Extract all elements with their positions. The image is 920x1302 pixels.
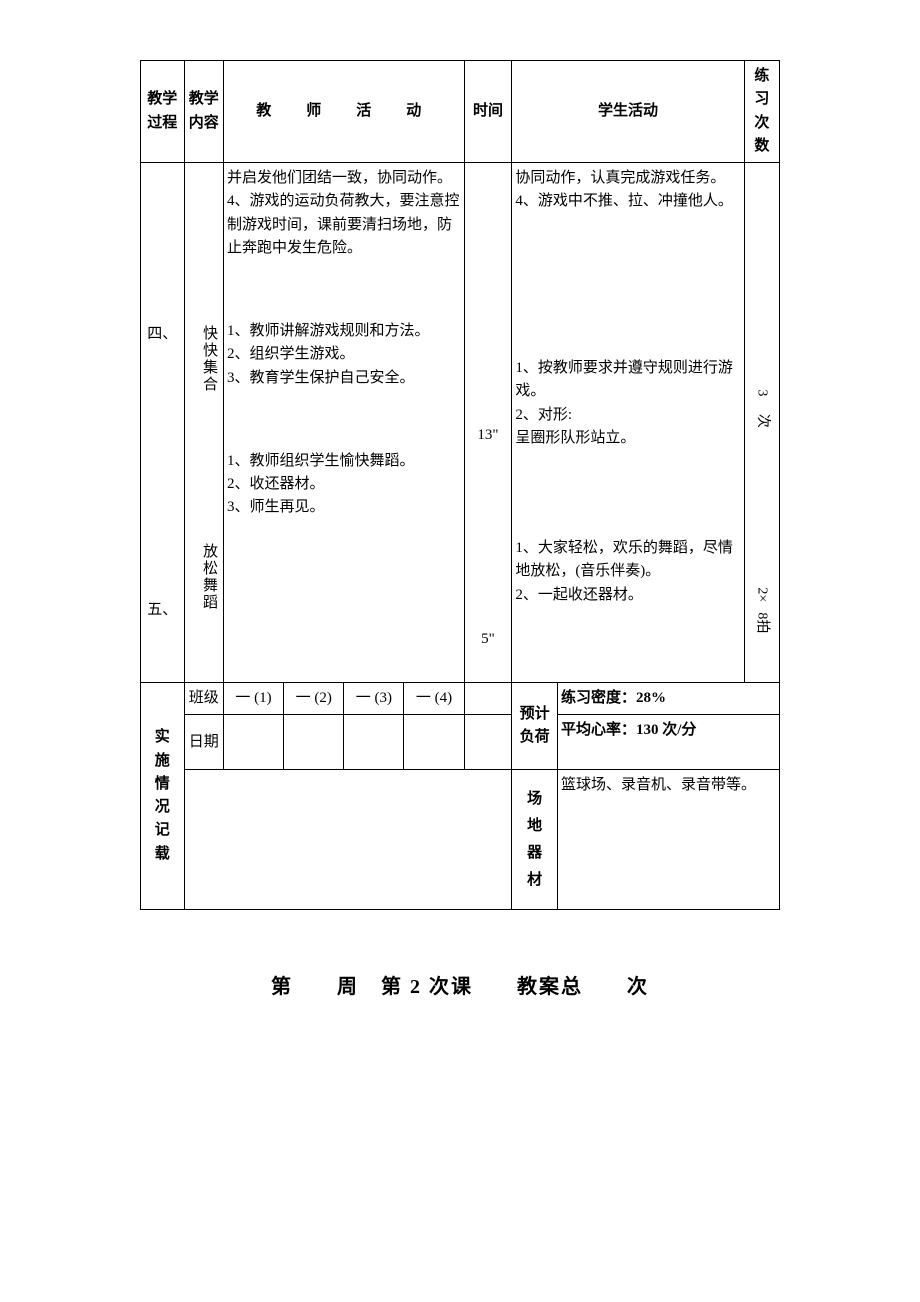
hdr-student: 学生活动 xyxy=(512,61,744,163)
impl-label: 实 施 情 况 记 载 xyxy=(141,683,185,910)
impl-row-1: 实 施 情 况 记 载 班级 一 (1) 一 (2) 一 (3) 一 (4) 预… xyxy=(141,683,780,715)
hdr-process: 教学 过程 xyxy=(141,61,185,163)
hdr-teacher: 教 师 活 动 xyxy=(223,61,464,163)
practice-b: 2× xyxy=(751,587,773,602)
empty-2 xyxy=(464,715,512,770)
lesson-plan-table: 教学 过程 教学 内容 教 师 活 动 时间 学生活动 练习 次数 四、 五、 … xyxy=(140,60,780,910)
time-cell: 13" 5" xyxy=(464,163,512,683)
practice-a-unit: 次 xyxy=(751,414,773,428)
date-4 xyxy=(404,715,464,770)
predict-label: 预计 负荷 xyxy=(512,683,558,770)
class-1: 一 (1) xyxy=(223,683,283,715)
teacher-cell: 并启发他们团结一致，协同动作。 4、游戏的运动负荷教大，要注意控制游戏时间，课前… xyxy=(223,163,464,683)
impl-row-2: 日期 平均心率：130 次/分 xyxy=(141,715,780,770)
body-row: 四、 五、 快快集合 放松舞蹈 并启发他们团结一致，协同动作。 4、游戏的运动负… xyxy=(141,163,780,683)
student-b: 1、按教师要求并遵守规则进行游戏。 2、对形: 呈圈形队形站立。 xyxy=(515,357,740,477)
practice-b-unit: 8拍 xyxy=(751,612,773,633)
process-5: 五、 xyxy=(144,599,181,622)
venue: 篮球场、录音机、录音带等。 xyxy=(557,770,779,910)
content-a: 快快集合 xyxy=(188,325,220,393)
process-cell: 四、 五、 xyxy=(141,163,185,683)
student-cell: 协同动作，认真完成游戏任务。 4、游戏中不推、拉、冲撞他人。 1、按教师要求并遵… xyxy=(512,163,744,683)
date-2 xyxy=(284,715,344,770)
impl-blank xyxy=(184,770,512,910)
class-label: 班级 xyxy=(184,683,223,715)
header-row: 教学 过程 教学 内容 教 师 活 动 时间 学生活动 练习 次数 xyxy=(141,61,780,163)
class-4: 一 (4) xyxy=(404,683,464,715)
time-b: 5" xyxy=(468,628,509,651)
content-b: 放松舞蹈 xyxy=(188,543,220,611)
density: 练习密度：28% xyxy=(557,683,779,715)
student-a: 协同动作，认真完成游戏任务。 4、游戏中不推、拉、冲撞他人。 xyxy=(515,167,740,297)
teacher-a: 并启发他们团结一致，协同动作。 4、游戏的运动负荷教大，要注意控制游戏时间，课前… xyxy=(227,167,461,260)
date-1 xyxy=(223,715,283,770)
student-c: 1、大家轻松，欢乐的舞蹈，尽情地放松，(音乐伴奏)。 2、一起收还器材。 xyxy=(515,537,740,607)
time-a: 13" xyxy=(468,424,509,447)
content-cell: 快快集合 放松舞蹈 xyxy=(184,163,223,683)
hdr-time: 时间 xyxy=(464,61,512,163)
class-2: 一 (2) xyxy=(284,683,344,715)
process-4: 四、 xyxy=(144,323,181,346)
teacher-b: 1、教师讲解游戏规则和方法。 2、组织学生游戏。 3、教育学生保护自己安全。 xyxy=(227,320,461,390)
class-3: 一 (3) xyxy=(344,683,404,715)
practice-cell: 3 次 2× 8拍 xyxy=(744,163,779,683)
date-3 xyxy=(344,715,404,770)
heartrate: 平均心率：130 次/分 xyxy=(557,715,779,770)
empty-1 xyxy=(464,683,512,715)
date-label: 日期 xyxy=(184,715,223,770)
hdr-practice: 练习 次数 xyxy=(744,61,779,163)
venue-label: 场 地 器 材 xyxy=(512,770,558,910)
hdr-content: 教学 内容 xyxy=(184,61,223,163)
footer-title: 第 周 第 2 次课 教案总 次 xyxy=(140,970,780,999)
practice-a: 3 xyxy=(751,389,773,396)
teacher-c: 1、教师组织学生愉快舞蹈。 2、收还器材。 3、师生再见。 xyxy=(227,450,461,520)
